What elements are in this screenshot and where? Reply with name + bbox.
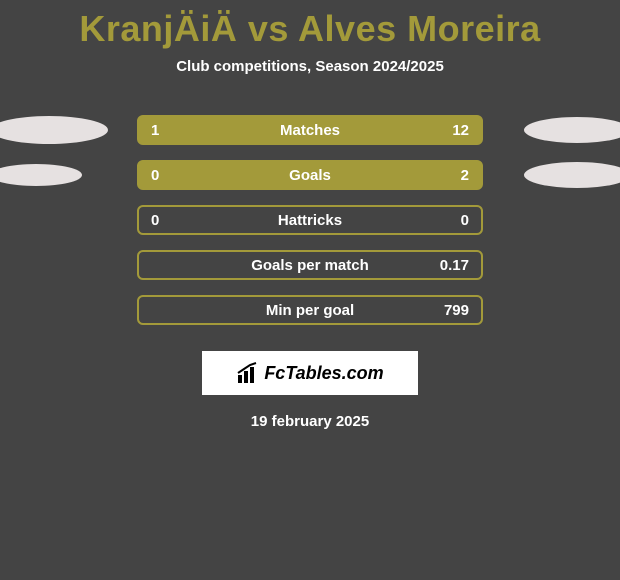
- chart-icon: [236, 361, 260, 385]
- stat-bar-goals: 0 Goals 2: [137, 160, 483, 190]
- stat-row: Min per goal 799: [0, 295, 620, 325]
- player-right-oval: [524, 162, 620, 188]
- stat-right-value: 12: [452, 122, 469, 139]
- brand-text: FcTables.com: [264, 363, 383, 384]
- stat-row: Goals per match 0.17: [0, 250, 620, 280]
- stat-row: 0 Hattricks 0: [0, 205, 620, 235]
- stat-right-value: 0: [461, 212, 469, 229]
- stat-bar-gpm: Goals per match 0.17: [137, 250, 483, 280]
- stat-label: Goals: [289, 167, 331, 184]
- stat-bar-mpg: Min per goal 799: [137, 295, 483, 325]
- player-right-oval: [524, 117, 620, 143]
- stat-bar-hattricks: 0 Hattricks 0: [137, 205, 483, 235]
- stat-row: 1 Matches 12: [0, 115, 620, 145]
- stat-right-value: 0.17: [440, 257, 469, 274]
- stat-right-value: 2: [461, 167, 469, 184]
- stat-left-value: 0: [151, 212, 159, 229]
- stat-label: Matches: [280, 122, 340, 139]
- stat-left-value: 1: [151, 122, 159, 139]
- stat-left-value: 0: [151, 167, 159, 184]
- stat-label: Min per goal: [266, 302, 354, 319]
- stat-bar-matches: 1 Matches 12: [137, 115, 483, 145]
- player-left-oval: [0, 164, 82, 186]
- page-title: KranjÄiÄ vs Alves Moreira: [0, 0, 620, 50]
- brand-logo: FcTables.com: [202, 351, 418, 395]
- player-left-oval: [0, 116, 108, 144]
- stats-container: 1 Matches 12 0 Goals 2 0 Hattricks 0 Goa…: [0, 115, 620, 325]
- subtitle: Club competitions, Season 2024/2025: [0, 58, 620, 75]
- stat-label: Goals per match: [251, 257, 369, 274]
- stat-label: Hattricks: [278, 212, 342, 229]
- date-label: 19 february 2025: [0, 413, 620, 430]
- stat-row: 0 Goals 2: [0, 160, 620, 190]
- stat-right-value: 799: [444, 302, 469, 319]
